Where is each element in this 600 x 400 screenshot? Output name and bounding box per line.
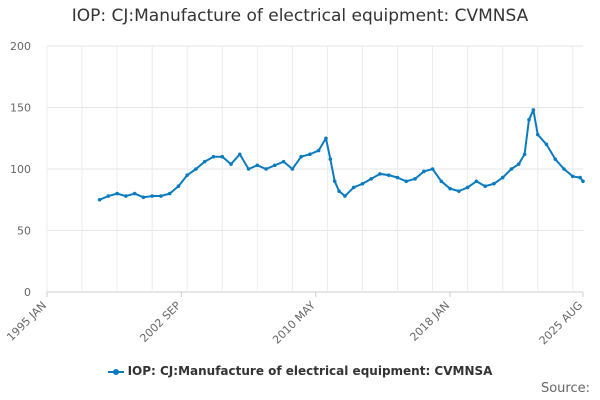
x-tick-label: 2002 SEP xyxy=(137,299,183,345)
data-point[interactable] xyxy=(159,194,163,198)
series-line xyxy=(99,108,584,201)
data-point[interactable] xyxy=(211,154,216,159)
x-tick-label: 1995 JAN xyxy=(4,299,49,344)
data-point[interactable] xyxy=(264,167,268,171)
data-point[interactable] xyxy=(369,177,374,181)
source-label: Source: xyxy=(540,381,590,396)
x-axis: 1995 JAN 2002 SEP 2010 MAY 2018 JAN 2025 AUG xyxy=(4,292,585,347)
data-point[interactable] xyxy=(378,172,382,176)
data-point[interactable] xyxy=(522,152,527,157)
data-point[interactable] xyxy=(527,118,531,122)
data-point[interactable] xyxy=(404,179,409,184)
y-tick-label: 150 xyxy=(10,102,31,115)
data-point[interactable] xyxy=(457,189,461,193)
data-point[interactable] xyxy=(194,167,198,171)
data-point[interactable] xyxy=(343,194,347,198)
data-point[interactable] xyxy=(316,148,321,153)
data-point[interactable] xyxy=(465,185,470,190)
data-point[interactable] xyxy=(237,152,242,157)
data-point[interactable] xyxy=(535,132,540,137)
data-point[interactable] xyxy=(578,175,582,180)
data-point[interactable] xyxy=(448,186,452,191)
data-point[interactable] xyxy=(570,174,575,179)
data-point[interactable] xyxy=(220,154,225,159)
y-axis: 0 50 100 150 200 xyxy=(10,40,31,299)
chart-title: IOP: CJ:Manufacture of electrical equipm… xyxy=(71,6,529,26)
data-point[interactable] xyxy=(255,163,260,168)
legend[interactable]: IOP: CJ:Manufacture of electrical equipm… xyxy=(0,364,600,378)
data-point[interactable] xyxy=(337,189,341,193)
y-tick-label: 50 xyxy=(17,225,31,238)
data-point[interactable] xyxy=(273,163,277,168)
data-point[interactable] xyxy=(141,195,146,200)
y-tick-label: 0 xyxy=(24,286,31,299)
data-point[interactable] xyxy=(150,194,154,198)
legend-swatch-icon xyxy=(107,368,124,375)
data-point[interactable] xyxy=(97,197,102,202)
data-point[interactable] xyxy=(281,159,286,164)
grid-lines xyxy=(46,45,583,293)
x-tick-label: 2025 AUG xyxy=(537,299,586,348)
data-point[interactable] xyxy=(422,169,426,174)
y-tick-label: 200 xyxy=(10,40,31,53)
series xyxy=(97,108,585,202)
data-point[interactable] xyxy=(553,157,558,161)
data-point[interactable] xyxy=(360,181,365,186)
data-point[interactable] xyxy=(413,177,417,181)
data-point[interactable] xyxy=(290,167,295,171)
data-point[interactable] xyxy=(474,179,479,184)
data-point[interactable] xyxy=(351,185,356,190)
data-point[interactable] xyxy=(167,191,172,196)
data-point[interactable] xyxy=(395,175,400,180)
data-point[interactable] xyxy=(386,173,391,177)
data-point[interactable] xyxy=(492,181,496,186)
data-point[interactable] xyxy=(544,142,549,147)
data-point[interactable] xyxy=(324,136,328,141)
data-point[interactable] xyxy=(308,152,312,157)
data-point[interactable] xyxy=(299,154,303,159)
data-point[interactable] xyxy=(439,179,444,184)
data-point[interactable] xyxy=(500,175,505,180)
legend-label: IOP: CJ:Manufacture of electrical equipm… xyxy=(127,364,493,378)
data-point[interactable] xyxy=(430,167,435,171)
data-point[interactable] xyxy=(185,173,190,177)
data-point[interactable] xyxy=(115,191,119,196)
x-tick-label: 2018 JAN xyxy=(407,299,452,344)
data-point[interactable] xyxy=(332,179,337,184)
x-tick-label: 2010 MAY xyxy=(270,299,318,347)
data-point[interactable] xyxy=(531,108,536,112)
data-point[interactable] xyxy=(246,167,251,171)
data-point[interactable] xyxy=(509,167,514,171)
data-point[interactable] xyxy=(132,191,137,196)
data-point[interactable] xyxy=(328,157,333,161)
data-point[interactable] xyxy=(176,184,181,189)
y-tick-label: 100 xyxy=(10,163,31,176)
data-point[interactable] xyxy=(516,162,521,166)
data-point[interactable] xyxy=(581,179,585,184)
data-point[interactable] xyxy=(562,167,566,171)
data-point[interactable] xyxy=(106,194,111,198)
data-point[interactable] xyxy=(202,159,207,164)
data-point[interactable] xyxy=(483,184,487,189)
data-point[interactable] xyxy=(124,194,128,198)
data-point[interactable] xyxy=(229,162,233,166)
